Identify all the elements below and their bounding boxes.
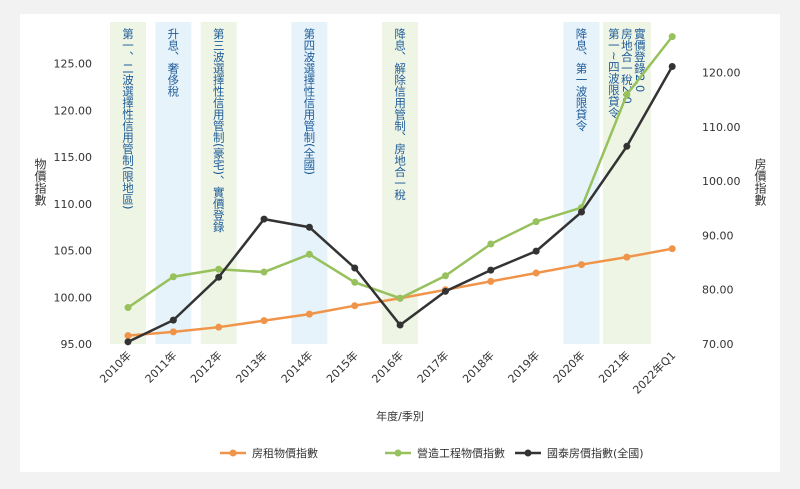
series-point <box>260 215 268 223</box>
series-point <box>260 268 268 276</box>
y2-tick-label: 100.00 <box>702 175 741 188</box>
series-point <box>396 321 404 329</box>
y2-tick-label: 70.00 <box>702 338 734 351</box>
series-point <box>532 218 540 226</box>
legend-label: 營造工程物價指數 <box>417 446 505 460</box>
annotation-band <box>563 22 600 344</box>
annotation-text: 第四波選擇性信用管制(全國) <box>302 27 316 175</box>
series-point <box>623 142 631 150</box>
legend-marker <box>394 449 402 457</box>
annotation-text: 房地合一稅2.0 <box>620 28 634 104</box>
legend-label: 房租物價指數 <box>252 446 318 460</box>
annotation-text: 升息、奢侈稅 <box>166 28 180 98</box>
y2-tick-label: 110.00 <box>702 121 741 134</box>
annotation-text: 第一~四波限貸令 <box>607 27 621 119</box>
series-point <box>487 240 495 248</box>
y-tick-label: 125.00 <box>54 58 93 71</box>
y-tick-label: 100.00 <box>54 291 93 304</box>
y2-tick-label: 80.00 <box>702 284 734 297</box>
annotation-band <box>110 22 146 344</box>
series-point <box>215 323 223 331</box>
annotation-band <box>382 22 419 344</box>
legend-marker <box>229 449 237 457</box>
series-point <box>305 250 313 258</box>
series-point <box>124 304 132 312</box>
series-point <box>578 261 585 269</box>
annotation-band <box>155 22 192 344</box>
y-tick-label: 110.00 <box>54 198 93 211</box>
annotation-text: 第一、二波選擇性信用管制(限地區) <box>121 27 135 209</box>
annotation-text: 第三波選擇性信用管制(豪宅)、實價登錄 <box>212 27 226 233</box>
series-point <box>260 317 268 325</box>
series-point <box>578 208 585 216</box>
series-point <box>124 332 132 340</box>
legend-label: 國泰房價指數(全國) <box>547 446 644 460</box>
annotation-text: 降息、解除信用管制、房地合一稅 <box>393 27 407 201</box>
series-point <box>396 294 404 302</box>
series-point <box>487 277 495 285</box>
y-tick-label: 95.00 <box>61 338 93 351</box>
annotation-text: 降息、第一波限貸令 <box>575 27 589 132</box>
y-tick-label: 120.00 <box>54 104 93 117</box>
annotation-text: 實價登錄2.0 <box>633 27 647 92</box>
series-point <box>124 338 132 346</box>
y2-axis-label: 房價指數 <box>753 157 767 207</box>
annotation-band <box>291 22 328 344</box>
series-point <box>623 91 631 99</box>
series-point <box>623 253 631 261</box>
series-point <box>351 302 359 310</box>
series-point <box>668 62 676 70</box>
series-point <box>305 223 313 231</box>
series-point <box>668 245 676 253</box>
series-point <box>215 265 223 273</box>
y-axis-label: 物價指數 <box>33 158 47 207</box>
y2-tick-label: 90.00 <box>702 229 734 242</box>
series-point <box>487 266 495 274</box>
series-point <box>215 273 223 281</box>
series-point <box>351 264 359 272</box>
y2-tick-label: 120.00 <box>702 66 741 79</box>
series-point <box>441 272 449 280</box>
series-point <box>668 33 676 41</box>
series-point <box>351 278 359 286</box>
series-point <box>169 273 177 281</box>
x-axis-label: 年度/季別 <box>376 409 424 423</box>
series-point <box>169 316 177 324</box>
series-point <box>532 247 540 255</box>
series-point <box>532 269 540 277</box>
series-point <box>441 287 449 295</box>
legend-marker <box>524 449 532 457</box>
series-point <box>305 310 313 318</box>
annotation-band <box>200 22 237 344</box>
y-tick-label: 115.00 <box>54 151 93 164</box>
series-point <box>169 328 177 336</box>
y-tick-label: 105.00 <box>54 245 93 258</box>
